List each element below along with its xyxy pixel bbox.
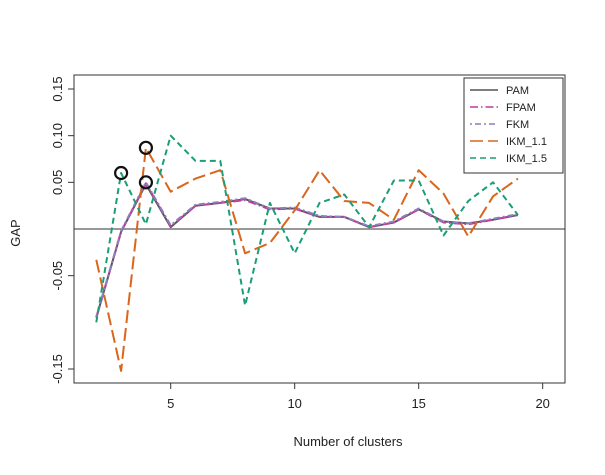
plot-layer: 5 10 15 20 -0.15 -0.05 0.05 0.10 0.15 PAM FPAM FKM I… [50,74,566,411]
y-tick-label-4: 0.15 [50,76,65,101]
x-tick-label-1: 10 [287,396,301,411]
series-line-ikm-1-5 [95,134,519,323]
x-tick-label-0: 5 [167,396,174,411]
series-line-fpam [95,182,519,318]
x-axis-label: Number of clusters [293,434,403,449]
y-tick-label-3: 0.10 [50,123,65,148]
marker-circle-0 [114,165,129,181]
y-tick-label-1: -0.05 [50,261,65,291]
marker-circle-2 [138,175,154,190]
series-line-fkm [95,181,519,317]
legend-label-0: PAM [506,85,529,97]
legend-label-3: IKM_1.1 [506,136,547,148]
legend-label-4: IKM_1.5 [506,153,547,165]
x-tick-label-3: 20 [535,396,549,411]
y-tick-label-0: -0.15 [50,354,65,384]
series-line-ikm-1-1 [95,146,519,372]
marker-circle-1 [138,140,154,155]
legend-box [463,77,564,174]
legend-label-2: FKM [506,119,529,131]
y-axis-label: GAP [8,219,23,246]
x-tick-label-2: 15 [411,396,425,411]
y-tick-label-2: 0.05 [50,170,65,195]
legend-label-1: FPAM [506,102,536,114]
